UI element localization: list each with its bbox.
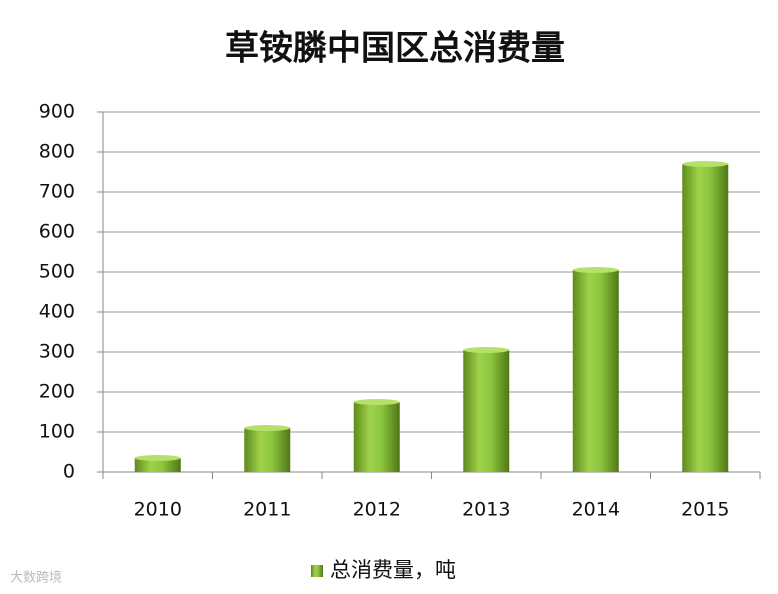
legend-label: 总消费量，吨 — [330, 558, 456, 582]
legend-swatch — [311, 565, 323, 577]
y-tick-label: 800 — [39, 141, 75, 163]
bar — [682, 164, 729, 472]
y-tick-label: 500 — [39, 261, 75, 283]
bar-top — [572, 267, 619, 273]
y-tick-label: 200 — [39, 381, 75, 403]
bar — [134, 458, 181, 472]
chart-title: 草铵膦中国区总消费量 — [225, 29, 565, 69]
x-tick-label: 2015 — [681, 499, 729, 521]
bar-top — [134, 455, 181, 461]
y-tick-label: 0 — [63, 461, 75, 483]
bar-top — [682, 161, 729, 167]
y-tick-label: 100 — [39, 421, 75, 443]
bar-top — [244, 425, 291, 431]
bar-top — [463, 347, 510, 353]
bar — [463, 350, 510, 472]
x-tick-label: 2012 — [353, 499, 401, 521]
x-tick-label: 2014 — [572, 499, 620, 521]
y-tick-label: 700 — [39, 181, 75, 203]
x-tick-label: 2010 — [134, 499, 182, 521]
y-tick-label: 400 — [39, 301, 75, 323]
bar-top — [353, 399, 400, 405]
y-tick-label: 900 — [39, 101, 75, 123]
y-tick-label: 600 — [39, 221, 75, 243]
bar — [353, 402, 400, 472]
y-tick-label: 300 — [39, 341, 75, 363]
x-tick-label: 2011 — [243, 499, 291, 521]
watermark: 大数跨境 — [10, 571, 62, 586]
bar — [244, 428, 291, 472]
bar — [572, 270, 619, 472]
x-tick-label: 2013 — [462, 499, 510, 521]
